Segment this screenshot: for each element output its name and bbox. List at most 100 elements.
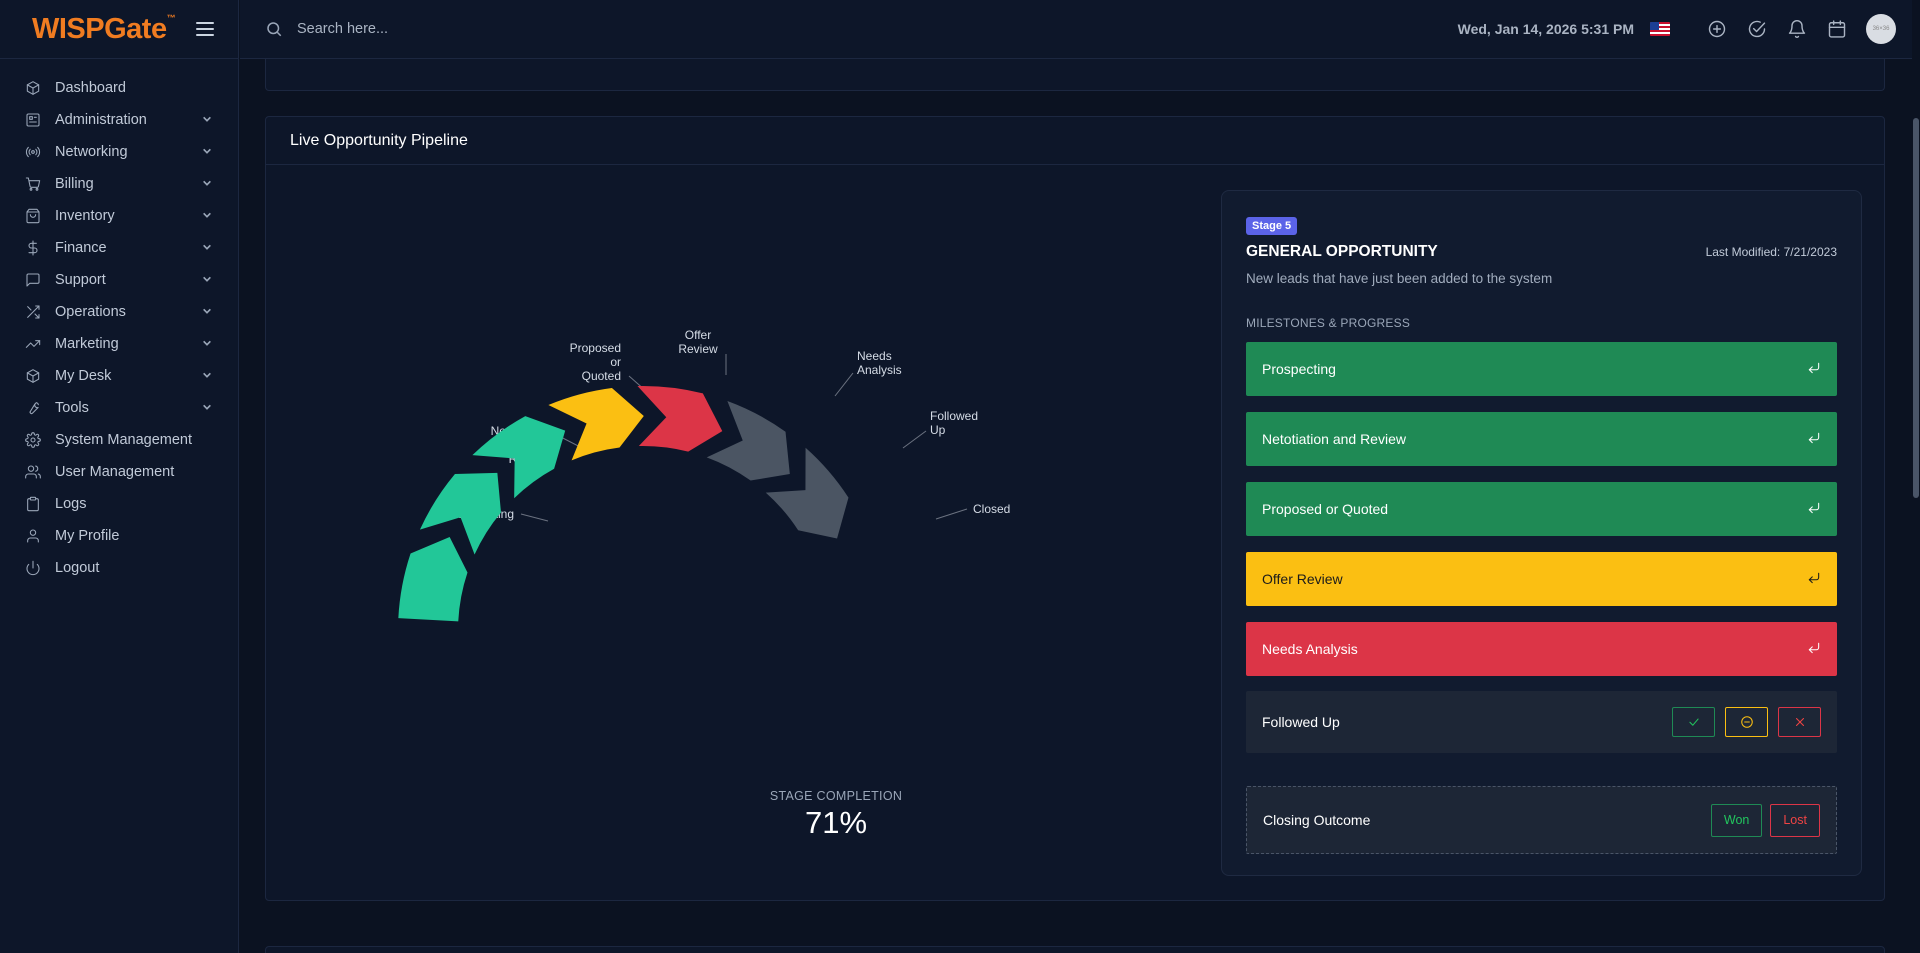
search-bar [265, 20, 1458, 38]
minus-circle-icon [1740, 716, 1753, 728]
logo-row: WISPGate™ [0, 0, 238, 59]
user-icon [25, 528, 41, 544]
sidebar-item-label: Inventory [55, 208, 115, 224]
completion-label: STAGE COMPLETION [769, 789, 903, 803]
chevron-down-icon [202, 176, 212, 192]
sidebar-nav: Dashboard Administration Networking Billing… [0, 59, 238, 584]
brand-logo[interactable]: WISPGate™ [32, 12, 176, 46]
box-icon [25, 368, 41, 384]
sidebar-item-marketing[interactable]: Marketing [0, 328, 238, 360]
next-card [265, 946, 1885, 953]
sidebar-item-logout[interactable]: Logout [0, 552, 238, 584]
milestone-label: Netotiation and Review [1262, 431, 1406, 447]
sidebar-item-my-profile[interactable]: My Profile [0, 520, 238, 552]
stage-description: New leads that have just been added to t… [1246, 271, 1553, 286]
check-circle-icon[interactable] [1746, 18, 1768, 40]
sidebar-item-label: Networking [55, 144, 128, 160]
gear-icon [25, 432, 41, 448]
sidebar-item-finance[interactable]: Finance [0, 232, 238, 264]
avatar[interactable]: 36×36 [1866, 14, 1896, 44]
completion-value: 71% [804, 805, 868, 840]
wrench-icon [25, 400, 41, 416]
scrollbar-thumb[interactable] [1913, 118, 1919, 498]
sidebar-item-support[interactable]: Support [0, 264, 238, 296]
lost-button[interactable]: Lost [1770, 803, 1820, 837]
chevron-down-icon [202, 144, 212, 160]
sidebar-item-billing[interactable]: Billing [0, 168, 238, 200]
chevron-down-icon [202, 112, 212, 128]
sidebar-item-label: Tools [55, 400, 89, 416]
chevron-down-icon [202, 272, 212, 288]
followed-up-actions [1672, 707, 1821, 737]
chevron-down-icon [202, 240, 212, 256]
hold-button[interactable] [1725, 707, 1768, 737]
sidebar-item-user-management[interactable]: User Management [0, 456, 238, 488]
power-icon [25, 560, 41, 576]
last-modified: Last Modified: 7/21/2023 [1705, 245, 1837, 259]
sidebar-item-inventory[interactable]: Inventory [0, 200, 238, 232]
chevron-down-icon [202, 304, 212, 320]
menu-toggle-icon[interactable] [196, 22, 214, 36]
sidebar-item-logs[interactable]: Logs [0, 488, 238, 520]
sidebar-item-label: Dashboard [55, 80, 126, 96]
milestone-offer-review[interactable]: Offer Review [1246, 552, 1837, 606]
sidebar-item-networking[interactable]: Networking [0, 136, 238, 168]
segment-label: Offer Review [678, 328, 718, 356]
pipeline-segment-followed-up[interactable] [706, 400, 790, 481]
sidebar-item-label: My Profile [55, 528, 120, 544]
return-arrow-icon [1807, 641, 1821, 658]
sidebar-item-label: Administration [55, 112, 147, 128]
segment-label: Needs Analysis [857, 349, 902, 377]
bell-icon[interactable] [1786, 18, 1808, 40]
reject-button[interactable] [1778, 707, 1821, 737]
followed-up-row: Followed Up [1246, 691, 1837, 753]
us-flag-icon[interactable] [1650, 22, 1670, 36]
pipeline-segment-needs-analysis[interactable] [637, 385, 723, 452]
sidebar-item-dashboard[interactable]: Dashboard [0, 72, 238, 104]
milestone-netotiation-and-review[interactable]: Netotiation and Review [1246, 412, 1837, 466]
sidebar-item-system-management[interactable]: System Management [0, 424, 238, 456]
pipeline-segment-netotiation-and-review[interactable] [419, 472, 501, 555]
chevron-down-icon [202, 336, 212, 352]
grid-icon [25, 112, 41, 128]
milestone-proposed-or-quoted[interactable]: Proposed or Quoted [1246, 482, 1837, 536]
pipeline-segment-offer-review[interactable] [548, 387, 644, 461]
closing-outcome-row: Closing Outcome Won Lost [1246, 786, 1837, 854]
sidebar-item-label: Marketing [55, 336, 119, 352]
previous-card [265, 59, 1885, 91]
sidebar-item-operations[interactable]: Operations [0, 296, 238, 328]
pipeline-segment-prospecting[interactable] [398, 536, 468, 622]
return-arrow-icon [1807, 361, 1821, 378]
sidebar-item-label: Billing [55, 176, 94, 192]
milestone-label: Prospecting [1262, 361, 1336, 377]
search-input[interactable] [297, 21, 697, 37]
add-icon[interactable] [1706, 18, 1728, 40]
sidebar-item-label: User Management [55, 464, 175, 480]
milestone-label: Proposed or Quoted [1262, 501, 1389, 517]
shuffle-icon [25, 304, 41, 320]
segment-label: Followed Up [930, 409, 978, 437]
chevron-down-icon [202, 368, 212, 384]
segment-leader-line [935, 508, 968, 520]
return-arrow-icon [1807, 571, 1821, 588]
avatar-placeholder: 36×36 [1872, 26, 1890, 32]
sidebar-item-label: Operations [55, 304, 126, 320]
dollar-icon [25, 240, 41, 256]
sidebar-item-tools[interactable]: Tools [0, 392, 238, 424]
sidebar-item-my-desk[interactable]: My Desk [0, 360, 238, 392]
check-icon [1688, 718, 1699, 726]
clipboard-icon [25, 496, 41, 512]
milestone-prospecting[interactable]: Prospecting [1246, 342, 1837, 396]
approve-button[interactable] [1672, 707, 1715, 737]
stage-title: GENERAL OPPORTUNITY [1246, 243, 1438, 260]
pipeline-segment-closed[interactable] [765, 447, 849, 539]
bag-icon [25, 208, 41, 224]
page-scrollbar[interactable] [1912, 0, 1920, 953]
calendar-icon[interactable] [1826, 18, 1848, 40]
won-button[interactable]: Won [1710, 803, 1763, 837]
sidebar-item-administration[interactable]: Administration [0, 104, 238, 136]
closing-outcome-label: Closing Outcome [1263, 812, 1371, 828]
pipeline-segment-proposed-or-quoted[interactable] [472, 416, 566, 499]
logo-text: WISPGate [32, 12, 167, 45]
milestone-needs-analysis[interactable]: Needs Analysis [1246, 622, 1837, 676]
